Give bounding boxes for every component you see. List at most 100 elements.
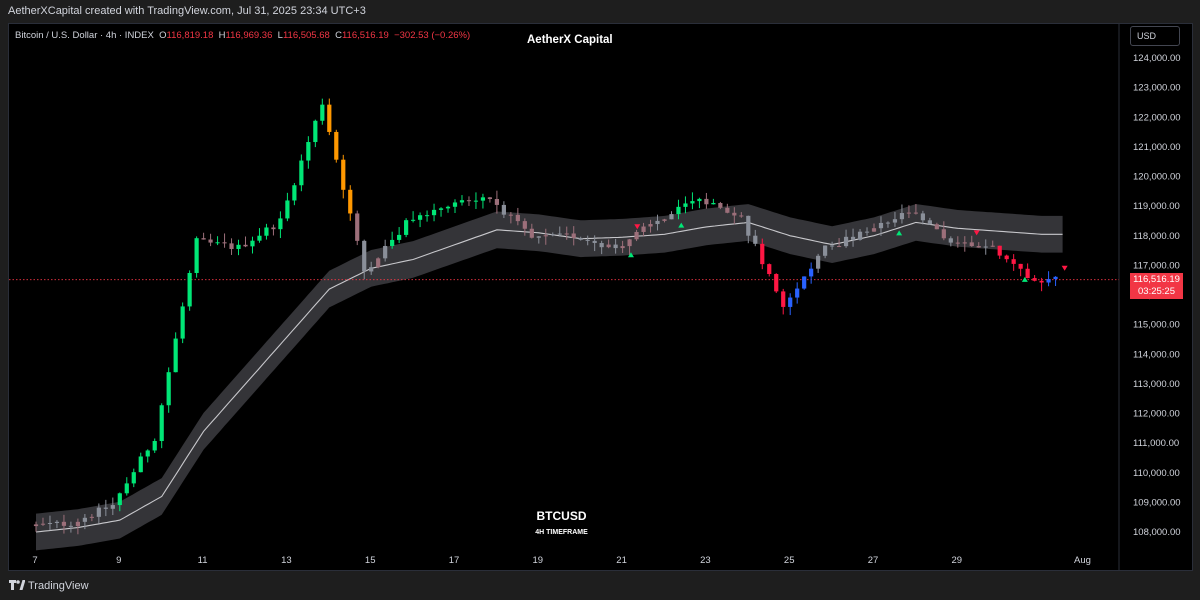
chart-frame[interactable]: Bitcoin / U.S. Dollar · 4h · INDEX O 116,… xyxy=(8,23,1193,571)
candle-body xyxy=(40,523,46,525)
last-price-tag: 116,516.19 03:25:25 xyxy=(1130,273,1183,299)
candle-body xyxy=(369,267,374,272)
candle-body xyxy=(969,242,974,247)
candle-body xyxy=(634,231,639,240)
candle-body xyxy=(89,516,94,518)
brand-title: AetherX Capital xyxy=(527,34,613,46)
candle-body xyxy=(313,120,318,143)
candle-body xyxy=(320,104,325,121)
candle-body xyxy=(299,160,304,186)
candle-body xyxy=(466,200,472,202)
price-chart[interactable]: 124,000.00 123,000.00 122,000.00 121,000.00… xyxy=(9,24,1192,570)
y-tick-label: 122,000.00 xyxy=(1133,112,1181,123)
candle-body xyxy=(215,242,220,244)
tradingview-logo-icon xyxy=(9,580,25,590)
candle-body xyxy=(362,240,367,272)
candle-body xyxy=(892,219,898,223)
candle-body xyxy=(578,238,583,240)
candle-body xyxy=(767,264,772,275)
x-tick-label: 17 xyxy=(449,555,460,566)
candle-body xyxy=(732,212,737,216)
candle-body xyxy=(662,219,667,221)
candle-body xyxy=(201,238,206,240)
candle-body xyxy=(613,244,618,249)
watermark-symbol: BTCUSD xyxy=(536,509,587,523)
sell-signal-marker xyxy=(634,224,641,230)
candle-body xyxy=(271,227,276,230)
candle-body xyxy=(802,276,807,289)
candle-body xyxy=(781,291,786,307)
candle-body xyxy=(676,206,681,215)
open-label: O xyxy=(159,30,167,41)
footer-bar: TradingView xyxy=(0,572,1200,600)
candle-body xyxy=(836,246,842,248)
candle-body xyxy=(983,246,988,248)
candle-body xyxy=(746,215,751,236)
candle-body xyxy=(494,199,499,205)
candle-body xyxy=(417,215,423,220)
candle-body xyxy=(124,483,129,494)
candle-body xyxy=(257,235,262,241)
close-value: 116,516.19 xyxy=(341,30,389,41)
candle-body xyxy=(390,239,395,246)
candle-body xyxy=(990,245,995,247)
candle-body xyxy=(54,521,60,523)
x-tick-label: 19 xyxy=(533,555,544,566)
x-tick-label: 7 xyxy=(32,555,37,566)
top-caption-bar: AetherXCapital created with TradingView.… xyxy=(0,0,1200,22)
candle-body xyxy=(725,207,730,213)
candle-body xyxy=(131,472,136,484)
candle-body xyxy=(243,244,248,247)
candle-body xyxy=(1011,259,1016,264)
candle-body xyxy=(424,215,430,217)
candle-body xyxy=(529,228,534,238)
candle-body xyxy=(1039,280,1044,283)
watermark-timeframe: 4H TIMEFRAME xyxy=(535,529,588,536)
x-tick-label: 23 xyxy=(700,555,711,566)
candle-body xyxy=(850,236,856,240)
candle-body xyxy=(285,200,290,219)
candle-body xyxy=(648,224,653,227)
candle-body xyxy=(585,239,590,241)
candle-body xyxy=(431,209,437,216)
candle-body xyxy=(697,198,702,202)
candle-body xyxy=(669,214,674,220)
candle-body xyxy=(718,202,723,208)
candle-body xyxy=(920,213,925,221)
candle-body xyxy=(788,297,793,307)
candle-body xyxy=(222,242,227,244)
symbol-name: Bitcoin / U.S. Dollar · 4h · INDEX xyxy=(15,30,154,41)
candle-body xyxy=(355,213,360,241)
candle-body xyxy=(459,200,465,203)
bar-countdown: 03:25:25 xyxy=(1138,286,1175,297)
candle-body xyxy=(159,405,164,442)
candle-body xyxy=(864,231,870,233)
buy-signal-marker xyxy=(896,230,903,236)
candle-body xyxy=(138,456,143,473)
candle-body xyxy=(843,236,849,247)
buy-signal-marker xyxy=(678,222,685,228)
candle-body xyxy=(885,222,891,224)
candle-body xyxy=(96,507,101,517)
x-tick-label: 25 xyxy=(784,555,795,566)
created-caption: AetherXCapital created with TradingView.… xyxy=(8,5,366,17)
candle-body xyxy=(823,245,828,256)
candle-body xyxy=(550,234,555,236)
candle-body xyxy=(1004,255,1009,260)
candle-body xyxy=(82,517,87,522)
y-tick-label: 109,000.00 xyxy=(1133,497,1181,508)
candle-body xyxy=(404,220,409,235)
candle-body xyxy=(927,220,932,225)
candle-body xyxy=(152,441,157,451)
close-label: C xyxy=(335,30,342,41)
candle-body xyxy=(913,212,918,214)
candle-body xyxy=(480,197,486,201)
candle-body xyxy=(899,213,905,220)
candle-body xyxy=(445,206,451,209)
candle-body xyxy=(278,218,283,230)
candle-body xyxy=(857,231,863,240)
candle-body xyxy=(620,246,625,249)
candle-body xyxy=(487,197,493,200)
y-tick-label: 110,000.00 xyxy=(1133,468,1180,479)
currency-button[interactable]: USD xyxy=(1130,26,1180,46)
